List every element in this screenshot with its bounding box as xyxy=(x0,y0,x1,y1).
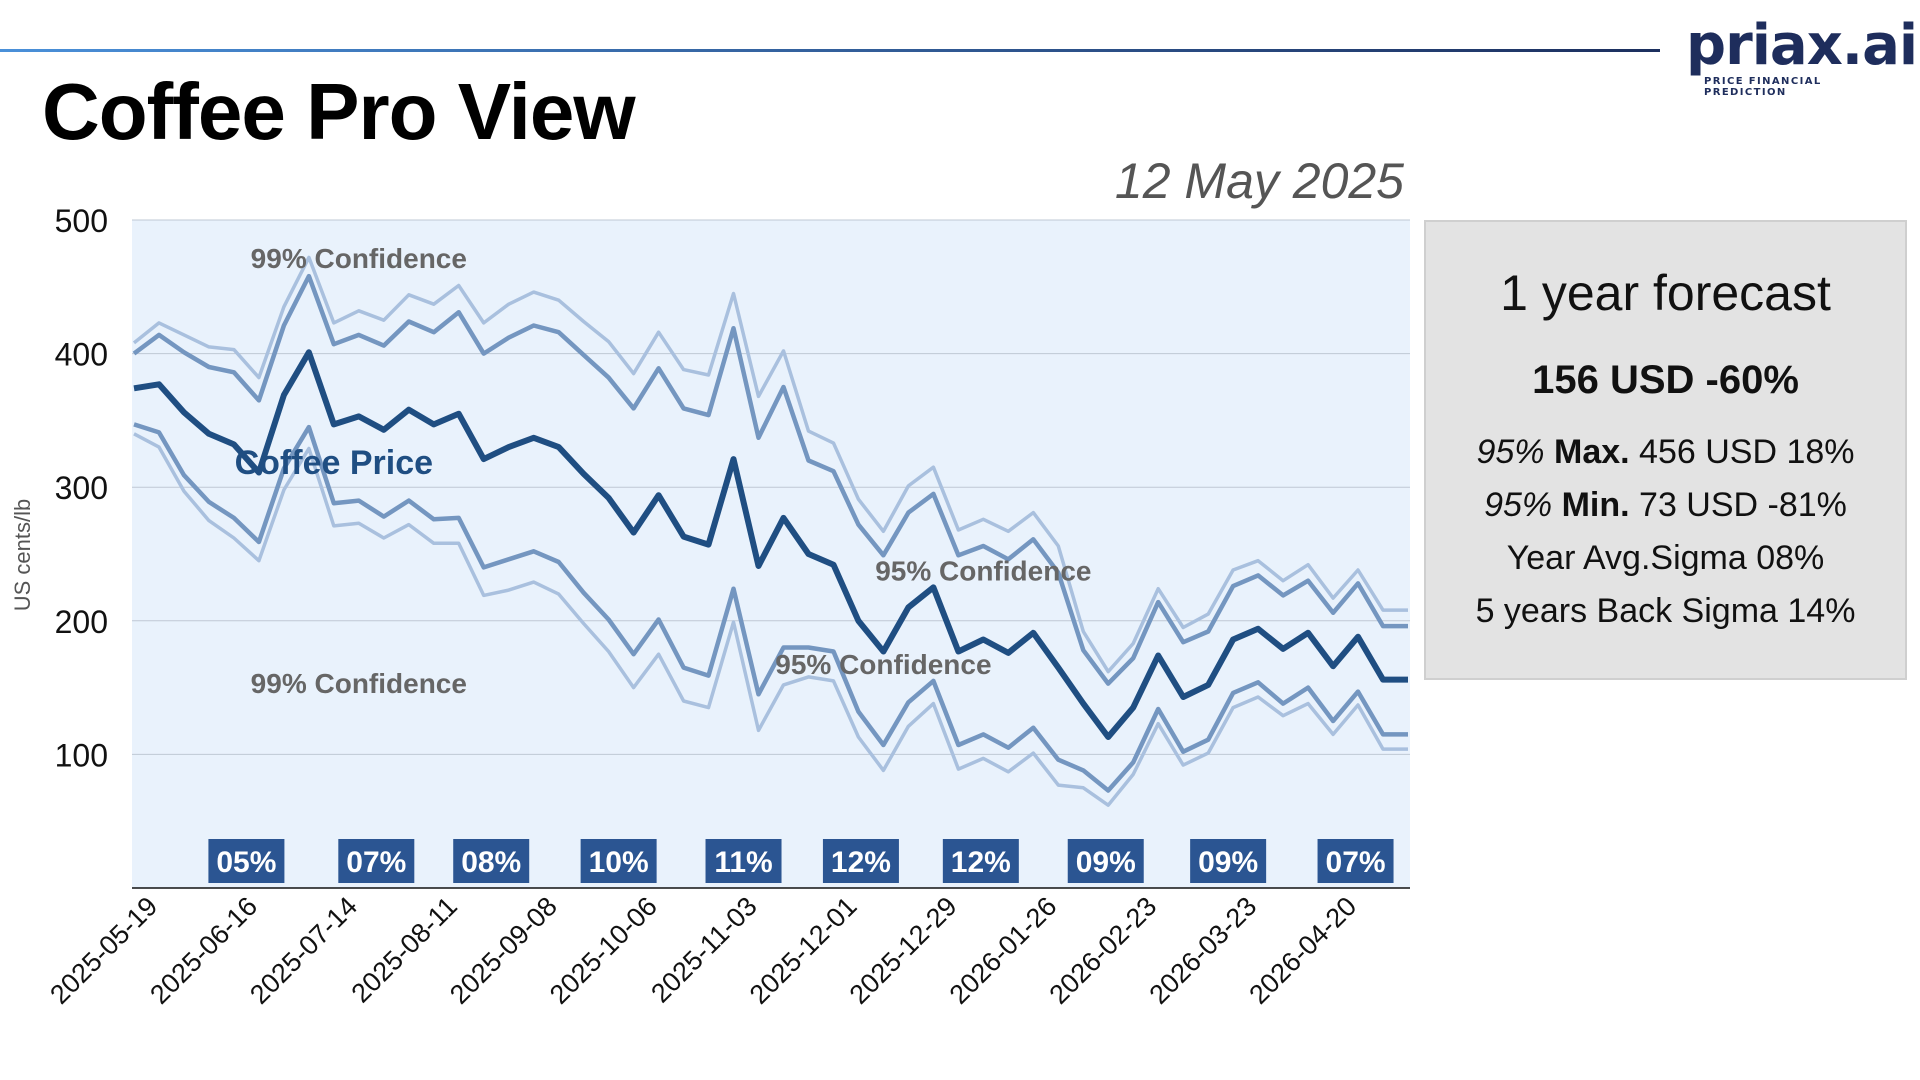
x-tick-label: 2025-10-06 xyxy=(544,891,663,1010)
forecast-panel: 1 year forecast 156 USD -60% 95% Max. 45… xyxy=(1424,220,1907,680)
series-annotation: 95% Confidence xyxy=(775,649,991,680)
forecast-headline: 156 USD -60% xyxy=(1532,358,1799,402)
sigma-badge xyxy=(338,839,415,883)
avg-sigma-line: Year Avg.Sigma 08% xyxy=(1506,539,1825,577)
sigma-badge-label: 12% xyxy=(831,846,891,879)
y-tick-label: 400 xyxy=(55,337,108,373)
sigma-badge xyxy=(942,839,1019,883)
logo-wordmark: priax.ai xyxy=(1686,13,1918,78)
series-annotation: 99% Confidence xyxy=(251,243,467,274)
y-axis-label: US cents/lb xyxy=(10,499,35,612)
sigma-badge-label: 05% xyxy=(216,846,276,879)
sigma-badge-label: 08% xyxy=(461,846,521,879)
min-line: 95% Min. 73 USD -81% xyxy=(1426,486,1905,525)
series-line-upper95 xyxy=(132,273,1408,686)
page-title: Coffee Pro View xyxy=(42,67,636,156)
sigma-badge xyxy=(705,839,782,883)
x-tick-label: 2026-04-20 xyxy=(1243,891,1362,1010)
sigma-badge xyxy=(822,839,899,883)
min-confidence: 95% xyxy=(1484,486,1553,524)
sigma-badge xyxy=(1067,839,1144,883)
x-tick-label: 2026-01-26 xyxy=(944,891,1063,1010)
y-tick-label: 300 xyxy=(55,470,108,506)
sigma-badge xyxy=(453,839,530,883)
sigma-badge xyxy=(208,839,285,883)
panel-title: 1 year forecast xyxy=(1500,265,1831,321)
sigma-badge-label: 07% xyxy=(346,846,406,879)
x-tick-label: 2025-09-08 xyxy=(444,891,563,1010)
series-line-forecast xyxy=(133,349,1408,740)
sigma-badge-label: 11% xyxy=(714,846,772,879)
min-label: Min. xyxy=(1561,486,1630,524)
series-line-upper99 xyxy=(132,255,1408,674)
sigma-badge xyxy=(580,839,657,883)
logo-tagline: PRICE FINANCIAL PREDICTION xyxy=(1704,76,1822,98)
x-tick-label: 2025-07-14 xyxy=(244,891,363,1010)
sigma-badge-label: 09% xyxy=(1076,846,1136,879)
y-tick-label: 200 xyxy=(55,604,108,640)
series-annotation: 95% Confidence xyxy=(875,556,1091,587)
x-tick-label: 2026-03-23 xyxy=(1143,891,1262,1010)
x-tick-label: 2025-06-16 xyxy=(144,891,263,1010)
sigma-badge-label: 09% xyxy=(1198,846,1258,879)
series-line-lower95 xyxy=(133,422,1408,793)
sigma-badge xyxy=(1317,839,1394,883)
series-line-lower99 xyxy=(133,432,1408,807)
header-rule xyxy=(0,49,1660,52)
max-value: 456 USD 18% xyxy=(1639,433,1855,471)
x-tick-label: 2025-12-01 xyxy=(744,891,863,1010)
x-tick-label: 2026-02-23 xyxy=(1044,891,1163,1010)
series-annotation: 99% Confidence xyxy=(251,668,467,699)
sigma-badge-label: 12% xyxy=(951,846,1011,879)
priax-logo: priax.ai PRICE FINANCIAL PREDICTION xyxy=(1686,13,1918,99)
x-tick-label: 2025-05-19 xyxy=(44,891,163,1010)
min-value: 73 USD -81% xyxy=(1639,486,1847,524)
series-annotation: Coffee Price xyxy=(235,444,433,482)
back-sigma-line: 5 years Back Sigma 14% xyxy=(1475,592,1856,630)
report-date: 12 May 2025 xyxy=(1114,153,1404,209)
sigma-badge xyxy=(1190,839,1267,883)
y-tick-label: 500 xyxy=(55,203,108,239)
y-tick-label: 100 xyxy=(55,737,108,773)
sigma-badge-label: 07% xyxy=(1326,846,1386,879)
max-line: 95% Max. 456 USD 18% xyxy=(1426,433,1905,472)
sigma-badge-label: 10% xyxy=(589,846,649,879)
x-tick-label: 2025-12-29 xyxy=(844,891,963,1010)
plot-area xyxy=(132,220,1410,888)
max-confidence: 95% xyxy=(1476,433,1545,471)
max-label: Max. xyxy=(1554,433,1630,471)
